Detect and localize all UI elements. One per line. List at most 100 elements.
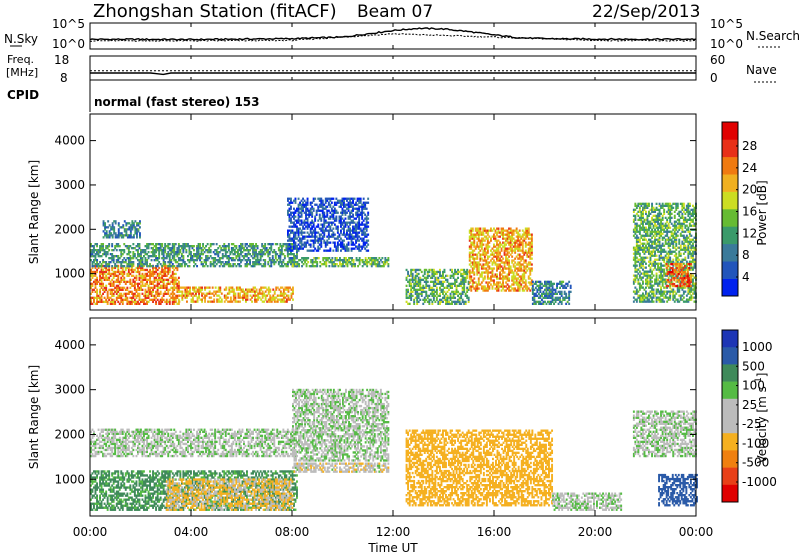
heatmap-cell <box>494 255 497 258</box>
heatmap-cell <box>241 259 244 262</box>
heatmap-cell <box>346 245 348 248</box>
heatmap-cell <box>497 277 500 280</box>
heatmap-cell <box>651 230 654 233</box>
heatmap-cell <box>367 213 370 216</box>
heatmap-cell <box>466 270 469 274</box>
heatmap-cell <box>194 255 197 258</box>
heatmap-cell <box>463 268 466 272</box>
heatmap-cell <box>517 243 520 246</box>
heatmap-cell <box>156 263 159 266</box>
heatmap-cell <box>651 240 654 243</box>
heatmap-cell <box>448 302 450 305</box>
heatmap-cell <box>112 302 115 305</box>
heatmap-cell <box>637 282 640 285</box>
heatmap-cell <box>311 201 314 204</box>
heatmap-cell <box>449 274 452 277</box>
heatmap-cell <box>502 269 505 272</box>
heatmap-cell <box>509 253 512 256</box>
heatmap-cell <box>338 243 341 246</box>
heatmap-cell <box>551 286 554 289</box>
heatmap-cell <box>137 245 139 248</box>
heatmap-cell <box>242 296 244 299</box>
heatmap-cell <box>352 231 355 234</box>
heatmap-cell <box>203 251 206 254</box>
heatmap-cell <box>244 245 247 248</box>
heatmap-cell <box>168 253 171 256</box>
heatmap-cell <box>333 203 336 206</box>
heatmap-cell <box>635 300 638 303</box>
heatmap-cell <box>219 296 222 299</box>
heatmap-cell <box>97 263 100 266</box>
heatmap-cell <box>454 270 457 274</box>
heatmap-cell <box>523 233 526 236</box>
heatmap-cell <box>520 285 523 288</box>
heatmap-cell <box>473 277 476 280</box>
heatmap-cell <box>306 201 309 204</box>
heatmap-cell <box>514 243 517 246</box>
heatmap-cell <box>506 251 509 254</box>
heatmap-cell <box>511 275 514 278</box>
heatmap-cell <box>329 241 332 244</box>
heatmap-cell <box>177 298 180 301</box>
heatmap-cell <box>649 212 652 215</box>
heatmap-cell <box>196 288 199 291</box>
heatmap-cell <box>563 292 566 295</box>
heatmap-cell <box>632 234 635 237</box>
heatmap-cell <box>246 290 249 293</box>
heatmap-cell <box>111 255 114 258</box>
heatmap-cell <box>179 251 182 254</box>
heatmap-cell <box>120 288 123 291</box>
heatmap-cell <box>548 286 551 289</box>
heatmap-cell <box>240 249 242 252</box>
heatmap-cell <box>338 239 341 242</box>
heatmap-cell <box>126 245 129 248</box>
heatmap-cell <box>282 296 285 299</box>
heatmap-cell <box>288 237 291 240</box>
heatmap-cell <box>569 284 572 287</box>
heatmap-cell <box>126 288 129 291</box>
cpid-text: normal (fast stereo) 153 <box>94 95 260 109</box>
heatmap-cell <box>129 282 132 285</box>
heatmap-cell <box>100 298 103 301</box>
heatmap-cell <box>502 267 505 270</box>
heatmap-cell <box>317 231 320 234</box>
heatmap-cell <box>224 261 227 264</box>
heatmap-cell <box>544 282 546 285</box>
heatmap-cell <box>638 274 641 277</box>
heatmap-cell <box>129 259 132 262</box>
heatmap-cell <box>645 286 647 289</box>
heatmap-cell <box>117 261 120 264</box>
heatmap-cell <box>229 286 232 289</box>
heatmap-cell <box>419 288 422 291</box>
heatmap-cell <box>114 290 117 293</box>
heatmap-cell <box>468 273 471 276</box>
heatmap-cell <box>184 288 187 291</box>
heatmap-cell <box>279 251 282 254</box>
heatmap-cell <box>226 251 229 254</box>
heatmap-cell <box>174 276 177 279</box>
heatmap-cell <box>336 243 339 246</box>
heatmap-cell <box>144 245 147 248</box>
heatmap-cell <box>290 296 293 299</box>
heatmap-cell <box>439 282 441 285</box>
heatmap-cell <box>323 211 326 214</box>
heatmap-cell <box>309 249 312 252</box>
heatmap-cell <box>419 286 422 289</box>
heatmap-cell <box>642 234 644 237</box>
heatmap-cell <box>331 261 334 264</box>
heatmap-cell <box>266 294 269 297</box>
heatmap-cell <box>137 255 139 258</box>
heatmap-cell <box>533 294 536 297</box>
heatmap-cell <box>302 263 305 266</box>
heatmap-cell <box>566 296 569 299</box>
heatmap-cell <box>530 251 533 254</box>
heatmap-cell <box>336 235 339 238</box>
heatmap-cell <box>324 243 327 246</box>
heatmap-cell <box>162 255 165 258</box>
heatmap-cell <box>518 249 521 252</box>
heatmap-cell <box>366 265 369 268</box>
heatmap-cell <box>347 217 350 220</box>
heatmap-cell <box>91 263 94 266</box>
heatmap-cell <box>440 300 443 303</box>
heatmap-cell <box>508 243 511 246</box>
